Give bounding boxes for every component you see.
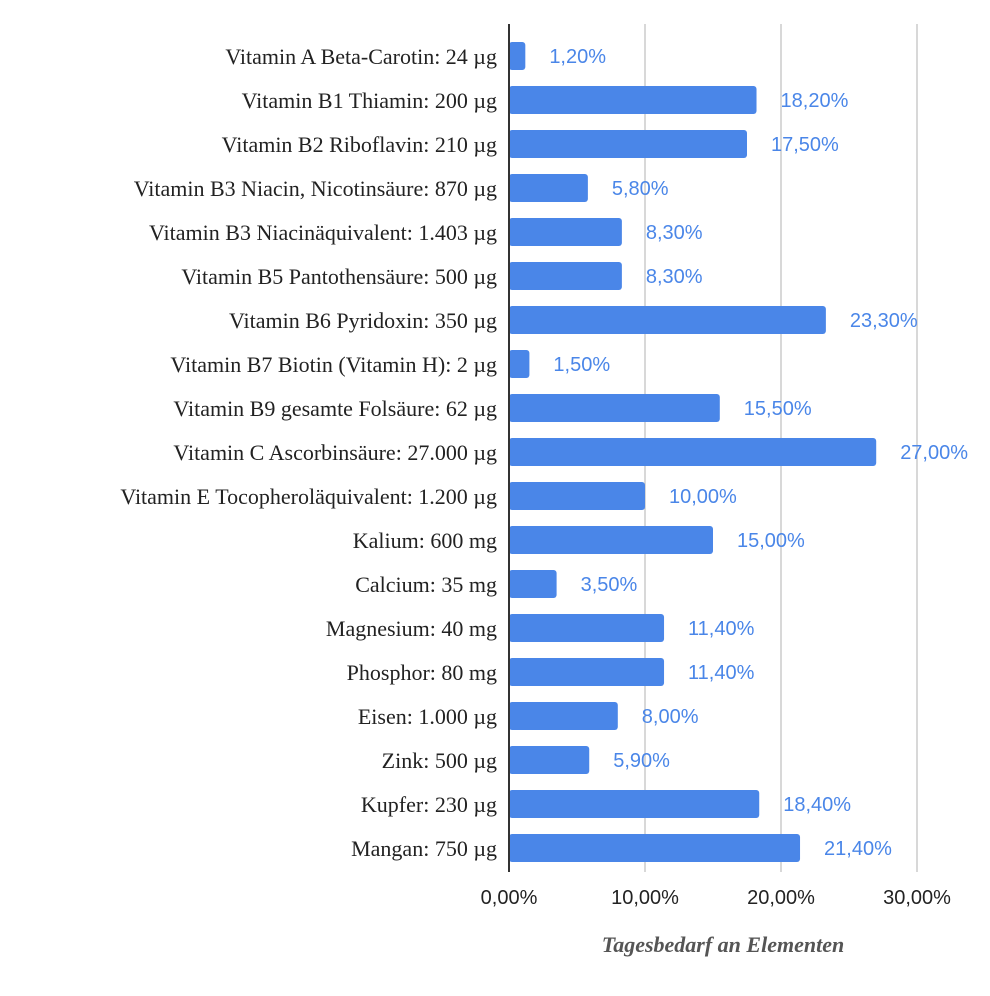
value-label: 1,50% [553, 354, 610, 376]
bar [509, 306, 826, 334]
x-tick-label: 20,00% [747, 887, 815, 909]
value-label: 21,40% [824, 838, 892, 860]
bar [509, 614, 665, 642]
bar [509, 438, 877, 466]
category-label: Mangan: 750 µg [351, 836, 497, 861]
value-label: 10,00% [669, 486, 737, 508]
bars [509, 42, 877, 862]
category-label: Vitamin B6 Pyridoxin: 350 µg [229, 308, 497, 333]
bar [509, 746, 590, 774]
value-label: 5,80% [612, 178, 669, 200]
category-label: Kupfer: 230 µg [361, 792, 497, 817]
value-label: 27,00% [900, 442, 968, 464]
value-label: 11,40% [688, 662, 755, 684]
value-labels: 1,20% 18,20% 17,50% 5,80% 8,30% 8,30% 23,30% 1,… [549, 46, 968, 860]
bar [509, 658, 665, 686]
value-label: 23,30% [850, 310, 918, 332]
bar [509, 218, 622, 246]
bar [509, 86, 757, 114]
bar [509, 350, 530, 378]
category-label: Magnesium: 40 mg [326, 616, 497, 641]
bar [509, 570, 557, 598]
bar [509, 130, 747, 158]
category-labels: Vitamin A Beta-Carotin: 24 µg Vitamin B1 … [120, 44, 497, 861]
x-tick-label: 30,00% [883, 887, 951, 909]
category-label: Calcium: 35 mg [355, 572, 497, 597]
x-axis-title: Tagesbedarf an Elementen [602, 932, 844, 957]
category-label: Vitamin B7 Biotin (Vitamin H): 2 µg [170, 352, 497, 377]
category-label: Vitamin B9 gesamte Folsäure: 62 µg [173, 396, 497, 421]
bar [509, 42, 526, 70]
x-tick-label: 0,00% [481, 887, 538, 909]
x-tick-labels: 0,00% 10,00% 20,00% 30,00% [481, 887, 951, 909]
value-label: 5,90% [613, 750, 670, 772]
category-label: Vitamin C Ascorbinsäure: 27.000 µg [173, 440, 497, 465]
value-label: 18,20% [781, 90, 849, 112]
bar [509, 394, 720, 422]
value-label: 8,00% [642, 706, 699, 728]
category-label: Vitamin A Beta-Carotin: 24 µg [225, 44, 497, 69]
bar [509, 526, 713, 554]
value-label: 18,40% [783, 794, 851, 816]
category-label: Vitamin E Tocopheroläquivalent: 1.200 µg [120, 484, 497, 509]
value-label: 15,50% [744, 398, 812, 420]
value-label: 15,00% [737, 530, 805, 552]
value-label: 17,50% [771, 134, 839, 156]
bar [509, 482, 645, 510]
value-label: 1,20% [549, 46, 606, 68]
category-label: Phosphor: 80 mg [347, 660, 497, 685]
value-label: 8,30% [646, 222, 703, 244]
bar [509, 834, 801, 862]
value-label: 11,40% [688, 618, 755, 640]
category-label: Vitamin B1 Thiamin: 200 µg [242, 88, 497, 113]
value-label: 8,30% [646, 266, 703, 288]
bar [509, 790, 760, 818]
bar [509, 702, 618, 730]
bar [509, 174, 588, 202]
category-label: Vitamin B3 Niacinäquivalent: 1.403 µg [149, 220, 497, 245]
x-tick-label: 10,00% [611, 887, 679, 909]
bar [509, 262, 622, 290]
category-label: Zink: 500 µg [382, 748, 497, 773]
category-label: Kalium: 600 mg [353, 528, 497, 553]
value-label: 3,50% [581, 574, 638, 596]
category-label: Vitamin B2 Riboflavin: 210 µg [222, 132, 497, 157]
category-label: Vitamin B5 Pantothensäure: 500 µg [181, 264, 497, 289]
category-label: Eisen: 1.000 µg [358, 704, 497, 729]
category-label: Vitamin B3 Niacin, Nicotinsäure: 870 µg [134, 176, 497, 201]
